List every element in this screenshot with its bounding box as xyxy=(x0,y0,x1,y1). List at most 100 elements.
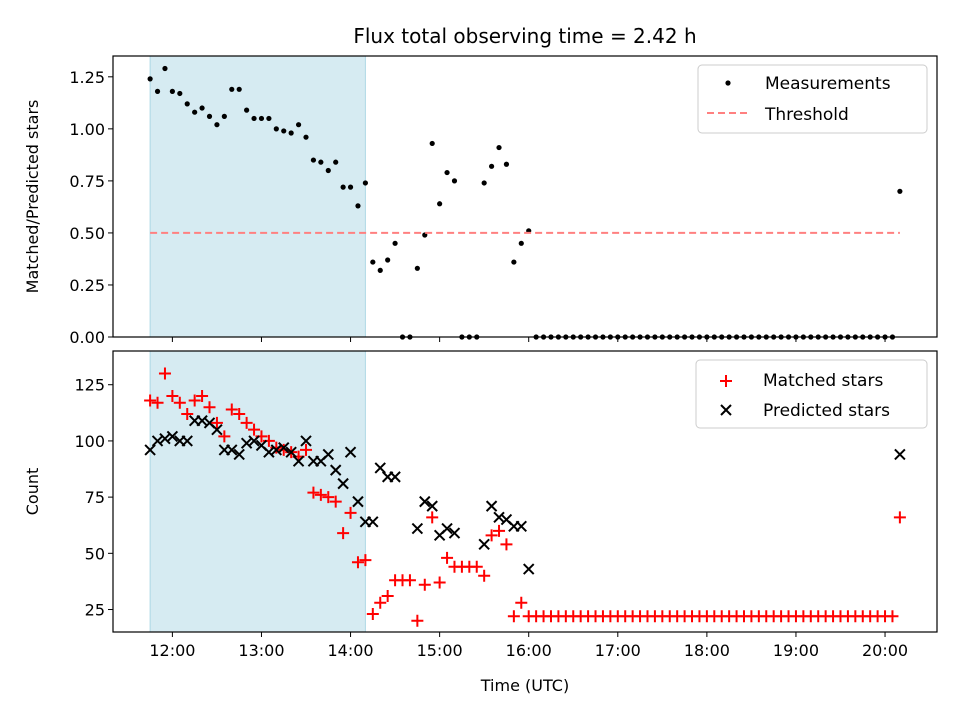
top-axes-frame xyxy=(112,55,938,338)
predicted-stars-point xyxy=(248,435,260,447)
measurements-point xyxy=(288,130,294,136)
predicted-stars-point xyxy=(270,444,283,456)
matched-stars-point xyxy=(351,556,364,569)
y-tick-label: 1.00 xyxy=(69,120,105,139)
predicted-stars-point xyxy=(144,444,156,456)
measurements-point xyxy=(414,265,420,271)
legend-box xyxy=(695,359,928,429)
measurements-point xyxy=(199,105,205,111)
predicted-stars-point xyxy=(523,563,535,575)
matched-stars-point xyxy=(300,443,313,456)
matched-stars-point xyxy=(478,569,491,582)
x-tick-label: 16:00 xyxy=(506,641,552,660)
measurements-point xyxy=(347,184,354,190)
legend-box xyxy=(697,64,928,134)
matched-stars-point xyxy=(181,407,194,420)
matched-stars-point xyxy=(196,389,209,402)
matched-stars-point xyxy=(240,416,253,429)
matched-stars-point xyxy=(314,488,327,501)
predicted-stars-point xyxy=(515,520,527,533)
matched-stars-point xyxy=(188,394,201,407)
legend-label-predicted: Predicted stars xyxy=(763,401,890,421)
predicted-stars-point xyxy=(367,516,379,528)
predicted-stars-point xyxy=(374,462,386,474)
predicted-stars-point xyxy=(300,435,312,447)
matched-stars-point xyxy=(500,538,513,551)
matched-stars-point xyxy=(493,524,506,537)
measurements-point xyxy=(169,88,175,94)
predicted-stars-point xyxy=(411,522,424,535)
predicted-stars-point xyxy=(292,455,305,467)
predicted-stars-point xyxy=(285,446,297,458)
predicted-stars-point xyxy=(211,423,223,436)
predicted-stars-point xyxy=(233,448,245,461)
matched-stars-point xyxy=(411,614,424,627)
predicted-stars-point xyxy=(181,435,193,447)
predicted-stars-point xyxy=(441,522,453,535)
measurements-point xyxy=(362,180,368,186)
measurements-point xyxy=(303,134,309,140)
measurements-point xyxy=(266,115,272,122)
x-tick-label: 20:00 xyxy=(862,641,908,660)
matched-stars-point xyxy=(433,576,446,589)
measurements-point xyxy=(229,86,235,92)
measurements-point xyxy=(377,267,383,273)
matched-stars-point xyxy=(158,367,171,380)
matched-stars-point xyxy=(144,394,157,407)
measurements-point xyxy=(236,86,242,92)
predicted-stars-point xyxy=(240,437,253,449)
legend-marker-measurements xyxy=(725,80,731,86)
measurements-point xyxy=(392,240,398,246)
legend-label-threshold: Threshold xyxy=(764,105,849,125)
top-legend: Measurements Threshold xyxy=(697,64,928,134)
predicted-stars-point xyxy=(226,444,238,456)
measurements-point xyxy=(251,115,257,122)
matched-stars-point xyxy=(344,506,357,519)
matched-stars-point xyxy=(210,416,223,429)
x-tick-label: 12:00 xyxy=(149,641,195,660)
y-tick-label: 1.25 xyxy=(69,68,105,87)
observing-window-shade xyxy=(149,55,366,338)
matched-stars-point xyxy=(374,596,387,609)
measurements-point xyxy=(437,201,443,207)
x-tick-label: 18:00 xyxy=(684,641,730,660)
matched-stars-point xyxy=(322,491,335,504)
measurements-point xyxy=(310,157,317,163)
legend-label-measurements: Measurements xyxy=(765,74,891,94)
bottom-x-axis: 12:00 13:00 14:00 15:00 16:00 17:00 18:00 19:00… xyxy=(149,632,908,660)
chart-title: Flux total observing time = 2.42 h xyxy=(353,24,696,48)
predicted-stars-point xyxy=(322,448,334,461)
measurements-point xyxy=(177,90,183,97)
matched-stars-point xyxy=(173,396,186,409)
measurements-point xyxy=(318,159,324,165)
x-axis-label: Time (UTC) xyxy=(480,676,569,695)
observing-window-shade xyxy=(149,350,366,633)
matched-stars-point xyxy=(381,590,394,603)
measurements-point xyxy=(340,184,346,190)
matched-stars-point xyxy=(426,511,439,524)
predicted-stars-point xyxy=(329,464,342,476)
measurements-point xyxy=(496,144,502,151)
measurements-point xyxy=(221,113,227,119)
y-tick-label: 75 xyxy=(85,488,105,507)
measurements-point xyxy=(488,163,495,169)
x-tick-label: 17:00 xyxy=(595,641,641,660)
matched-stars-point xyxy=(886,610,899,623)
bottom-data-layer xyxy=(144,367,906,627)
bottom-legend: Matched stars Predicted stars xyxy=(695,359,928,429)
predicted-stars-point xyxy=(426,500,438,512)
measurements-point xyxy=(258,115,265,122)
predicted-stars-point xyxy=(419,495,431,508)
measurements-point xyxy=(206,113,213,119)
bottom-panel: 25 50 75 100 125 12:00 13:00 14:00 15:00 16:00 17… xyxy=(23,350,938,695)
measurements-point xyxy=(244,107,250,113)
measurements-point xyxy=(295,122,302,128)
matched-stars-point xyxy=(359,554,372,567)
measurements-point xyxy=(355,203,361,209)
y-tick-label: 125 xyxy=(74,376,105,395)
predicted-stars-point xyxy=(196,414,208,427)
y-tick-label: 25 xyxy=(85,601,105,620)
measurements-point xyxy=(147,76,153,82)
predicted-stars-point xyxy=(159,432,171,445)
